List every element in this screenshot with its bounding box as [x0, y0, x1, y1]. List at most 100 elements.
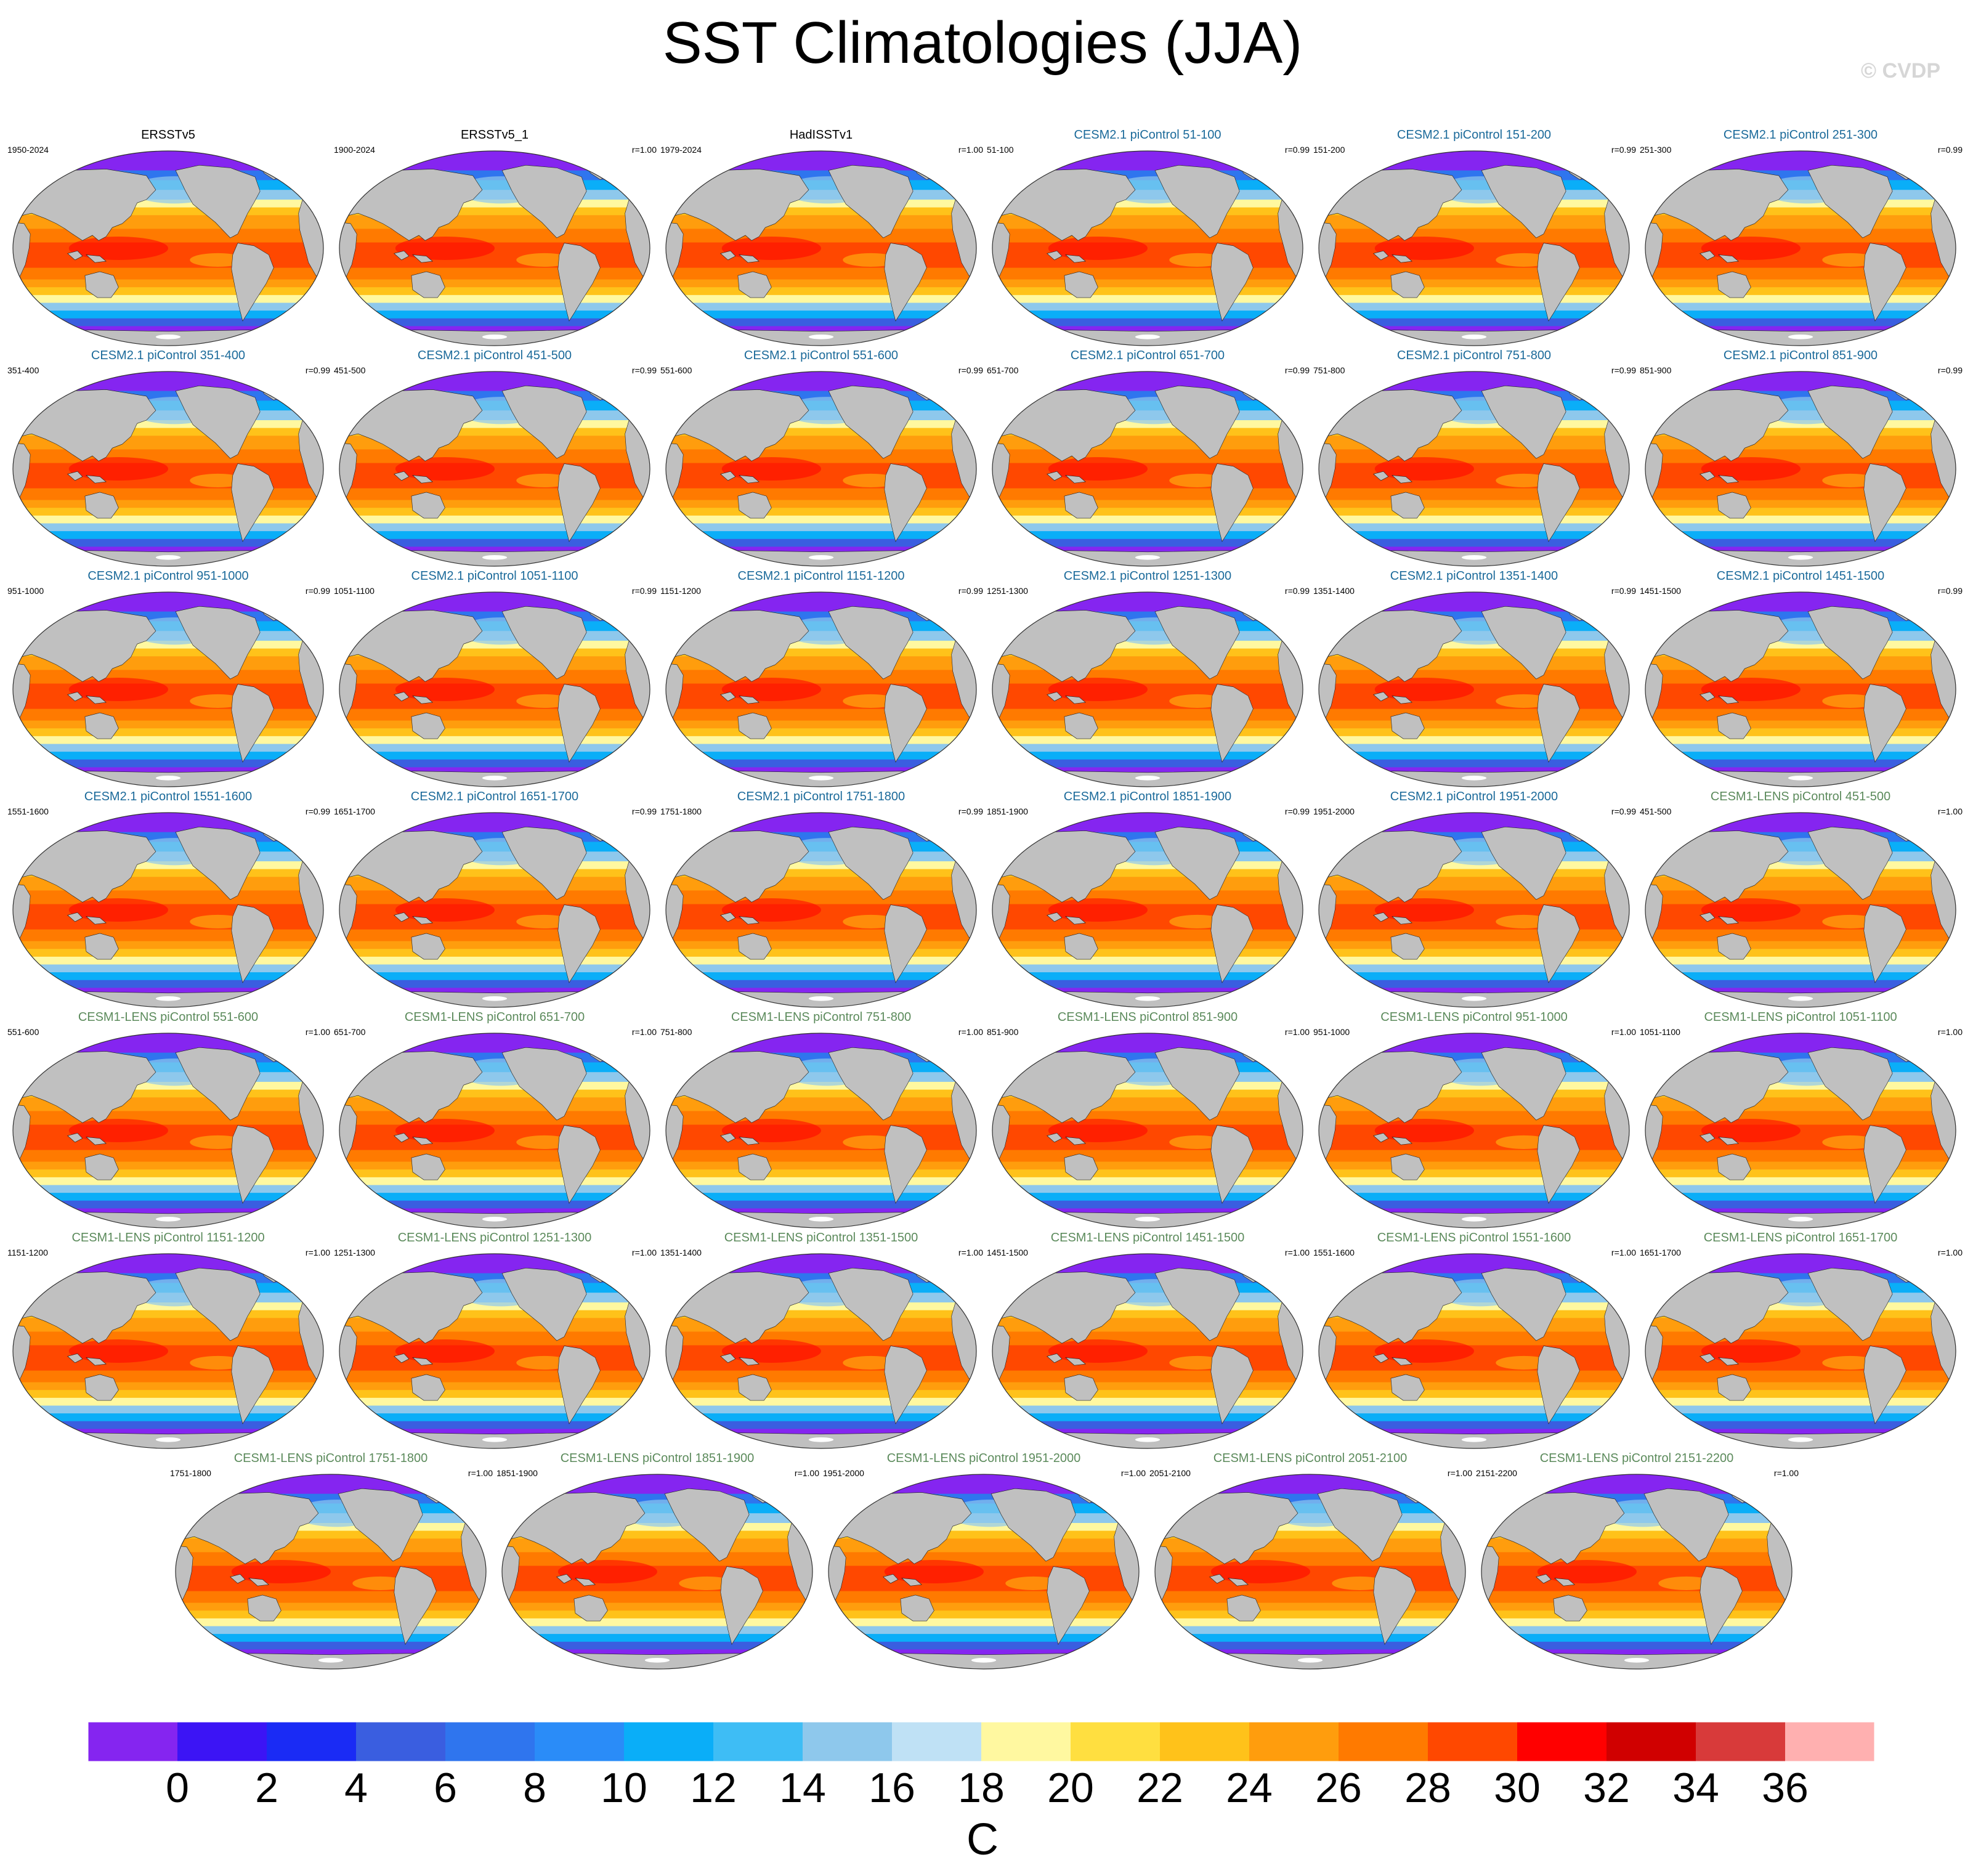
panel-period: 1051-1100 — [334, 586, 375, 596]
globe-map — [1481, 1474, 1793, 1670]
map-panel: CESM2.1 piControl 351-400 351-400 r=0.99 — [6, 348, 330, 567]
sst-field — [1319, 1033, 1629, 1228]
globe-map — [992, 150, 1303, 346]
panel-title: CESM2.1 piControl 651-700 — [1070, 349, 1225, 362]
globe-map — [501, 1474, 813, 1670]
globe-map — [1645, 1253, 1956, 1449]
panel-title: CESM2.1 piControl 1251-1300 — [1063, 569, 1232, 583]
map-panel: CESM2.1 piControl 1051-1100 1051-1100 r=0.… — [333, 569, 657, 788]
panel-period: 1351-1400 — [660, 1248, 702, 1257]
sst-field — [992, 151, 1303, 346]
panel-title: ERSSTv5_1 — [460, 128, 529, 142]
globe-map — [665, 812, 977, 1008]
globe-map — [1318, 1033, 1630, 1228]
globe-map — [1318, 371, 1630, 567]
globe-map — [175, 1474, 487, 1670]
colorbar-segment — [981, 1722, 1071, 1761]
panel-period: 551-600 — [7, 1027, 39, 1037]
sst-field — [1645, 1254, 1956, 1448]
sst-field — [666, 1033, 976, 1228]
map-panel: CESM2.1 piControl 651-700 651-700 r=0.99 — [986, 348, 1310, 567]
globe-map — [339, 1033, 650, 1228]
colorbar-tick-label: 24 — [1226, 1764, 1273, 1811]
panel-pattern-correlation: r=1.00 — [1937, 1027, 1963, 1037]
panel-title: CESM2.1 piControl 351-400 — [91, 349, 246, 362]
sst-field — [13, 372, 323, 566]
panel-period: 751-800 — [660, 1027, 692, 1037]
map-panel: CESM1-LENS piControl 751-800 751-800 r=1.0… — [659, 1010, 983, 1229]
panel-title: CESM2.1 piControl 851-900 — [1723, 349, 1878, 362]
panel-title: CESM1-LENS piControl 751-800 — [731, 1010, 912, 1024]
panel-period: 1651-1700 — [1640, 1248, 1681, 1257]
panel-pattern-correlation: r=1.00 — [1284, 1248, 1310, 1257]
colorbar-tick-label: 34 — [1672, 1764, 1719, 1811]
globe-map — [828, 1474, 1140, 1670]
colorbar-segment — [1606, 1722, 1696, 1761]
panel-pattern-correlation: r=1.00 — [468, 1468, 493, 1478]
panel-pattern-correlation: r=1.00 — [1284, 1027, 1310, 1037]
panel-pattern-correlation: r=0.99 — [1284, 586, 1310, 596]
panel-period: 1979-2024 — [660, 145, 702, 155]
map-panel: ERSSTv5_1 1900-2024 r=1.00 — [333, 128, 657, 347]
sst-field — [666, 813, 976, 1007]
map-panel: CESM2.1 piControl 1551-1600 1551-1600 r=0.… — [6, 789, 330, 1009]
sst-field — [176, 1474, 486, 1669]
map-panel: CESM1-LENS piControl 1351-1500 1351-1400 r… — [659, 1230, 983, 1450]
panel-period: 1851-1900 — [987, 806, 1028, 816]
globe-map — [992, 591, 1303, 787]
sst-field — [339, 1254, 650, 1448]
globe-map — [665, 1253, 977, 1449]
panel-pattern-correlation: r=0.99 — [305, 365, 330, 375]
panel-title: CESM2.1 piControl 1351-1400 — [1390, 569, 1558, 583]
globe-map — [12, 1253, 324, 1449]
panel-pattern-correlation: r=1.00 — [958, 1248, 983, 1257]
colorbar-segment — [1071, 1722, 1160, 1761]
map-panel: CESM1-LENS piControl 1151-1200 1151-1200 r… — [6, 1230, 330, 1450]
panel-pattern-correlation: r=1.00 — [305, 1248, 330, 1257]
panel-title: ERSSTv5 — [141, 128, 195, 142]
map-panel: CESM2.1 piControl 1151-1200 1151-1200 r=0.… — [659, 569, 983, 788]
panel-period: 2051-2100 — [1149, 1468, 1191, 1478]
colorbar-tick-label: 16 — [869, 1764, 915, 1811]
colorbar-tick-label: 0 — [166, 1764, 189, 1811]
map-panel: CESM1-LENS piControl 1751-1800 1751-1800 r… — [169, 1451, 493, 1670]
globe-map — [12, 371, 324, 567]
globe-map — [992, 812, 1303, 1008]
sst-field — [1319, 151, 1629, 346]
sst-field — [339, 151, 650, 346]
colorbar-tick-label: 12 — [690, 1764, 737, 1811]
panel-period: 151-200 — [1313, 145, 1345, 155]
panel-pattern-correlation: r=1.00 — [958, 1027, 983, 1037]
panel-period: 1900-2024 — [334, 145, 375, 155]
map-panel: CESM1-LENS piControl 851-900 851-900 r=1.0… — [986, 1010, 1310, 1229]
sst-field — [992, 592, 1303, 787]
panel-period: 551-600 — [660, 365, 692, 375]
panel-pattern-correlation: r=0.99 — [1284, 365, 1310, 375]
panel-pattern-correlation: r=1.00 — [1773, 1468, 1799, 1478]
panel-period: 1251-1300 — [334, 1248, 375, 1257]
colorbar-tick-label: 22 — [1136, 1764, 1183, 1811]
map-panel: CESM1-LENS piControl 1451-1500 1451-1500 r… — [986, 1230, 1310, 1450]
sst-field — [339, 813, 650, 1007]
colorbar-segment — [267, 1722, 356, 1761]
panel-title: CESM1-LENS piControl 951-1000 — [1380, 1010, 1568, 1024]
globe-map — [665, 591, 977, 787]
globe-map — [992, 1033, 1303, 1228]
globe-map — [339, 371, 650, 567]
panel-title: CESM1-LENS piControl 1451-1500 — [1050, 1231, 1245, 1245]
colorbar-segment — [713, 1722, 803, 1761]
sst-field — [13, 592, 323, 787]
map-panel: CESM2.1 piControl 1951-2000 1951-2000 r=0.… — [1312, 789, 1636, 1009]
panel-period: 1751-1800 — [170, 1468, 211, 1478]
land-mask — [1645, 598, 1956, 787]
panel-period: 1151-1200 — [660, 586, 701, 596]
globe-map — [12, 150, 324, 346]
sst-field — [666, 1254, 976, 1448]
map-panel: CESM1-LENS piControl 451-500 451-500 r=1.0… — [1639, 789, 1963, 1009]
colorbar-tick-label: 4 — [344, 1764, 368, 1811]
panel-pattern-correlation: r=0.99 — [1937, 145, 1963, 155]
panel-title: CESM2.1 piControl 551-600 — [743, 349, 899, 362]
panel-title: CESM1-LENS piControl 651-700 — [404, 1010, 585, 1024]
panel-pattern-correlation: r=1.00 — [631, 145, 657, 155]
